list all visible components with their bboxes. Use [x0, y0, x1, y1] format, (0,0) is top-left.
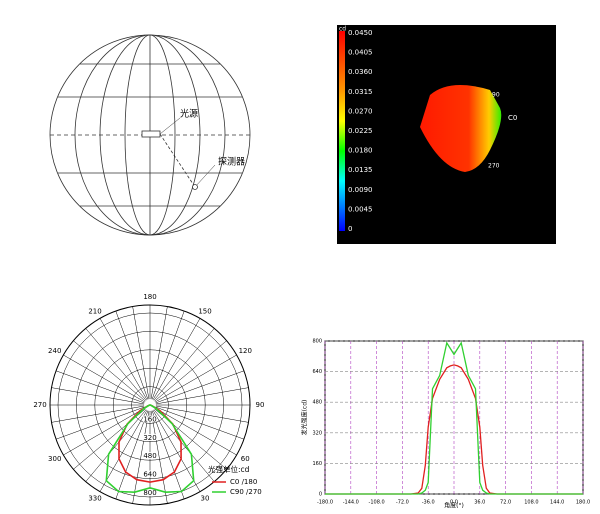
globe	[49, 34, 251, 236]
theta-tick-label: 210	[88, 307, 101, 315]
theta-tick-label: 240	[48, 347, 61, 355]
r-tick-label: 160	[143, 415, 156, 423]
spoke	[55, 406, 145, 440]
spoke	[155, 405, 249, 423]
x-tick-label: 144.0	[550, 500, 564, 506]
spoke	[153, 409, 215, 482]
theta-tick-label: 90	[256, 401, 265, 409]
label: 光源	[180, 108, 198, 120]
spoke	[150, 410, 168, 504]
spoke	[99, 318, 148, 400]
colorbar-tick-label: 0.0090	[348, 186, 373, 194]
spoke	[51, 405, 145, 423]
r-tick-label: 480	[143, 452, 156, 460]
y-tick-label: 480	[312, 400, 322, 406]
r-tick-label: 320	[143, 434, 156, 442]
legend-title: 光强单位:cd	[208, 464, 250, 474]
theta-tick-label: 120	[239, 347, 252, 355]
r-tick-label: 800	[143, 489, 156, 497]
x-tick-label: -72.0	[396, 500, 409, 506]
colorbar-tick-label: 0.0045	[348, 205, 373, 213]
colorbar-tick-label: 0.0450	[348, 29, 373, 37]
colorbar	[339, 31, 345, 231]
theta-tick-label: 150	[198, 307, 211, 315]
spoke	[152, 318, 201, 400]
colorbar-tick-label: 0.0135	[348, 166, 373, 174]
spoke	[155, 407, 237, 456]
spoke	[151, 410, 185, 500]
spoke	[63, 354, 145, 403]
x-tick-label: 0.0	[450, 500, 458, 506]
theta-tick-label: 60	[241, 455, 250, 463]
spoke	[132, 410, 150, 504]
spoke	[154, 340, 227, 402]
colorbar-tick-label: 0	[348, 225, 352, 233]
colorbar-tick-label: 0.0225	[348, 127, 373, 135]
x-tick-label: 108.0	[524, 500, 538, 506]
x-tick-label: -180.0	[317, 500, 333, 506]
spoke	[132, 306, 150, 400]
x-tick-label: -36.0	[422, 500, 435, 506]
x-tick-label: 180.0	[576, 500, 590, 506]
label: C0	[508, 114, 517, 122]
spoke	[155, 387, 249, 405]
y-axis-label: 发光强度(cd)	[301, 400, 309, 436]
label: 270	[488, 163, 500, 170]
spoke	[115, 310, 149, 400]
x-tick-label: 36.0	[474, 500, 485, 506]
spoke	[73, 340, 146, 402]
grid-ring	[76, 331, 224, 479]
grid-ring	[57, 312, 243, 498]
theta-tick-label: 300	[48, 455, 61, 463]
legend-label: C90 /270	[230, 488, 262, 496]
x-tick-label: -108.0	[369, 500, 385, 506]
spoke	[55, 370, 145, 404]
spoke	[155, 354, 237, 403]
label: 探测器	[218, 156, 245, 168]
spoke	[115, 410, 149, 500]
x-tick-label: -144.0	[343, 500, 359, 506]
theta-tick-label: 180	[143, 293, 156, 301]
spoke	[152, 410, 201, 492]
r-tick-label: 640	[143, 471, 156, 479]
spoke	[155, 370, 245, 404]
colorbar-tick-label: 0.0270	[348, 107, 373, 115]
y-tick-label: 160	[312, 461, 322, 467]
spoke	[99, 410, 148, 492]
colorbar-tick-label: 0.0315	[348, 88, 373, 96]
colorbar-tick-label: 0.0180	[348, 147, 373, 155]
spoke	[85, 409, 147, 482]
spoke	[63, 407, 145, 456]
spoke	[151, 310, 185, 400]
theta-tick-label: 30	[201, 495, 210, 503]
colorbar-tick-label: 0.0360	[348, 68, 373, 76]
y-tick-label: 800	[312, 339, 322, 345]
colorbar-tick-label: 0.0405	[348, 49, 373, 57]
grid-ring	[131, 386, 169, 424]
y-tick-label: 0	[319, 492, 322, 498]
grid-ring	[94, 349, 206, 461]
spoke	[153, 328, 215, 401]
spoke	[51, 387, 145, 405]
spoke	[150, 306, 168, 400]
spoke	[155, 406, 245, 440]
intensity-solid	[420, 85, 502, 172]
y-tick-label: 320	[312, 430, 322, 436]
spoke	[85, 328, 147, 401]
line-series	[325, 341, 583, 495]
x-tick-label: 72.0	[500, 500, 511, 506]
legend-label: C0 /180	[230, 478, 257, 486]
grid-ring	[112, 367, 188, 443]
label: 90	[492, 92, 500, 99]
polar-curve	[105, 404, 195, 494]
x-axis-label: 角度(°)	[444, 502, 464, 510]
line-series	[325, 364, 583, 495]
y-tick-label: 640	[312, 369, 322, 375]
unit: cd	[339, 26, 346, 33]
theta-tick-label: 270	[33, 401, 46, 409]
theta-tick-label: 330	[88, 495, 101, 503]
